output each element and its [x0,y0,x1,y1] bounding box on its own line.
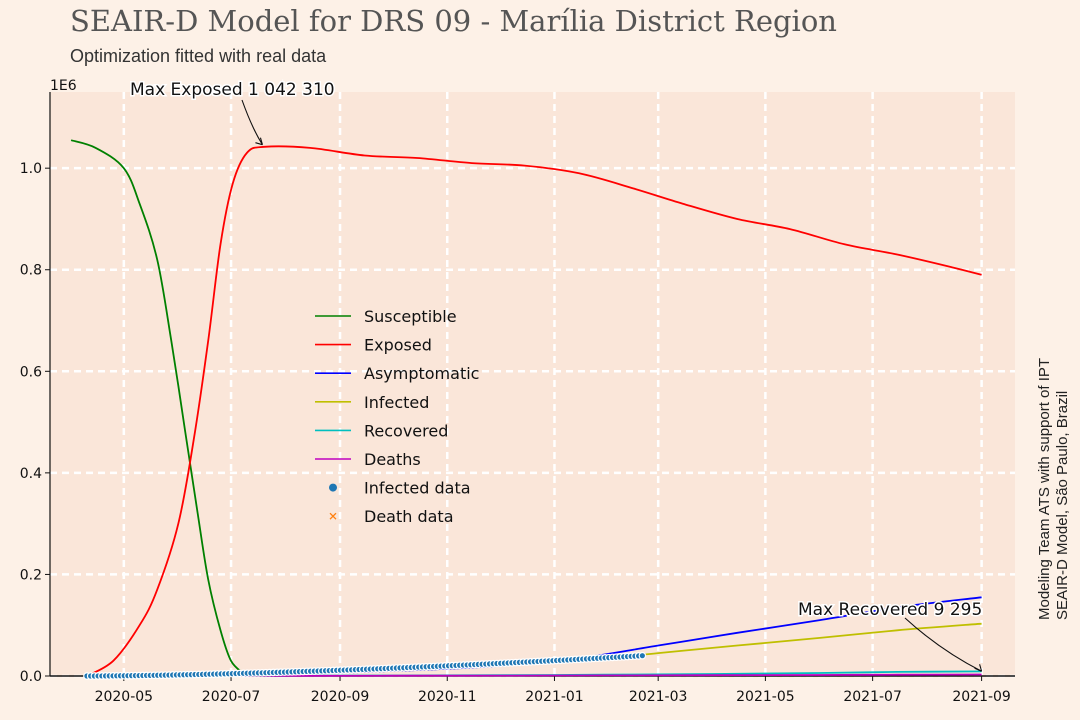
x-tick-label: 2021-03 [629,689,688,705]
y-tick-label: 0.4 [20,466,42,482]
annotation-arrowhead [255,137,263,146]
legend: Susceptible Exposed Asymptomatic Infected Re… [315,307,479,526]
legend-label: Susceptible [364,307,457,326]
y-tick-label: 1.0 [20,161,42,177]
chart-subtitle: Optimization fitted with real data [70,46,327,66]
y-multiplier-label: 1E6 [50,78,77,94]
annotation-max-exposed: Max Exposed 1 042 310 [130,80,335,100]
legend-label: Infected data [364,479,471,498]
legend-label: Asymptomatic [364,364,479,383]
series-lines [70,139,982,680]
series-line-exposed [86,145,982,677]
series-line-deaths [86,673,982,677]
plot-area [50,92,1015,676]
legend-marker [329,483,337,492]
x-tick-label: 2020-07 [202,689,261,705]
legend-label: Death data [364,507,454,526]
legend-label: Deaths [364,450,421,469]
x-tick-label: 2020-09 [311,689,370,705]
x-tick-label: 2021-09 [952,689,1011,705]
y-tick-label: 0.2 [20,567,42,583]
legend-label: Infected [364,393,429,412]
infected-data-point [638,651,647,660]
annotation-arrowhead [974,664,983,672]
x-tick-label: 2021-01 [525,689,584,705]
x-tick-label: 2020-11 [418,689,477,705]
legend-label: Recovered [364,421,448,440]
y-tick-label: 0.0 [20,669,42,685]
x-tick-label: 2020-05 [95,689,154,705]
y-tick-label: 0.6 [20,364,42,380]
series-line-susceptible [70,139,245,675]
y-tick-label: 0.8 [20,263,42,279]
legend-label: Exposed [364,336,432,355]
x-tick-label: 2021-07 [843,689,902,705]
legend-marker [329,512,337,520]
annotation-arrow [241,99,263,145]
annotations: Max Exposed 1 042 310 Max Recovered 9 295 [129,79,984,672]
annotation-max-recovered: Max Recovered 9 295 [798,600,982,620]
annotation-arrow [904,617,982,672]
chart-title: SEAIR-D Model for DRS 09 - Marília Distr… [70,4,837,38]
x-tick-label: 2021-05 [736,689,795,705]
